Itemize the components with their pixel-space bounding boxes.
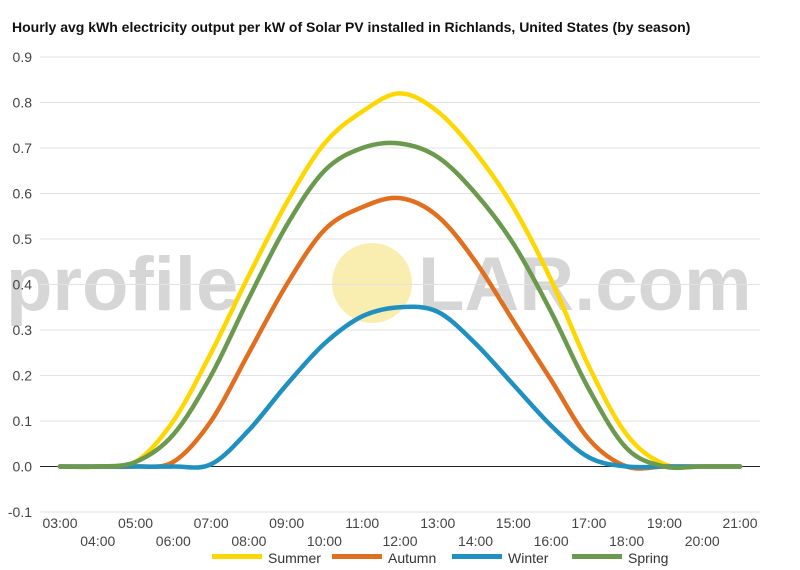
series-line-autumn <box>57 195 743 471</box>
y-tick-label: 0.0 <box>13 459 33 475</box>
legend-swatch <box>572 554 622 559</box>
x-tick-label: 15:00 <box>496 515 531 531</box>
x-tick-label: 13:00 <box>420 515 455 531</box>
x-tick-label: 09:00 <box>269 515 304 531</box>
x-tick-label: 19:00 <box>647 515 682 531</box>
chart-title: Hourly avg kWh electricity output per kW… <box>12 19 691 35</box>
x-tick-label: 08:00 <box>231 533 266 549</box>
legend-item-autumn[interactable]: Autumn <box>332 550 436 566</box>
legend-item-winter[interactable]: Winter <box>452 550 549 566</box>
legend-item-spring[interactable]: Spring <box>572 550 668 566</box>
y-tick-label: 0.1 <box>13 413 33 429</box>
x-axis-ticks: 03:0004:0005:0006:0007:0008:0009:0010:00… <box>42 515 757 549</box>
x-tick-label: 05:00 <box>118 515 153 531</box>
x-tick-label: 11:00 <box>345 515 379 531</box>
y-tick-label: -0.1 <box>8 504 32 520</box>
x-tick-label: 21:00 <box>722 515 757 531</box>
series-line-spring <box>57 140 743 471</box>
x-tick-label: 07:00 <box>194 515 229 531</box>
legend: Summer Autumn Winter Spring <box>212 550 668 566</box>
legend-label: Autumn <box>388 550 436 566</box>
series-line-summer <box>57 91 743 470</box>
y-tick-label: 0.9 <box>13 49 33 65</box>
y-tick-label: 0.8 <box>13 95 33 111</box>
y-tick-label: 0.7 <box>13 140 33 156</box>
legend-label: Summer <box>268 550 321 566</box>
x-tick-label: 10:00 <box>307 533 342 549</box>
legend-swatch <box>332 554 382 559</box>
series-line-winter <box>57 304 743 470</box>
y-tick-label: 0.5 <box>13 231 33 247</box>
legend-label: Winter <box>508 550 549 566</box>
grid-lines <box>40 56 760 513</box>
series-lines <box>57 91 743 471</box>
x-tick-label: 14:00 <box>458 533 493 549</box>
y-tick-label: 0.6 <box>13 186 33 202</box>
y-tick-label: 0.4 <box>13 277 33 293</box>
y-tick-label: 0.3 <box>13 322 33 338</box>
legend-swatch <box>452 554 502 559</box>
y-axis-ticks: -0.1 0.0 0.1 0.2 0.3 0.4 0.5 0.6 0.7 0.8 0.9 <box>8 49 32 520</box>
x-tick-label: 03:00 <box>42 515 77 531</box>
legend-swatch <box>212 554 262 559</box>
x-tick-label: 17:00 <box>571 515 606 531</box>
x-tick-label: 04:00 <box>80 533 115 549</box>
legend-label: Spring <box>628 550 668 566</box>
sun-icon <box>332 243 412 323</box>
y-tick-label: 0.2 <box>13 368 33 384</box>
legend-item-summer[interactable]: Summer <box>212 550 321 566</box>
x-tick-label: 16:00 <box>534 533 569 549</box>
x-tick-label: 12:00 <box>382 533 417 549</box>
x-tick-label: 20:00 <box>685 533 720 549</box>
x-tick-label: 18:00 <box>609 533 644 549</box>
x-tick-label: 06:00 <box>156 533 191 549</box>
